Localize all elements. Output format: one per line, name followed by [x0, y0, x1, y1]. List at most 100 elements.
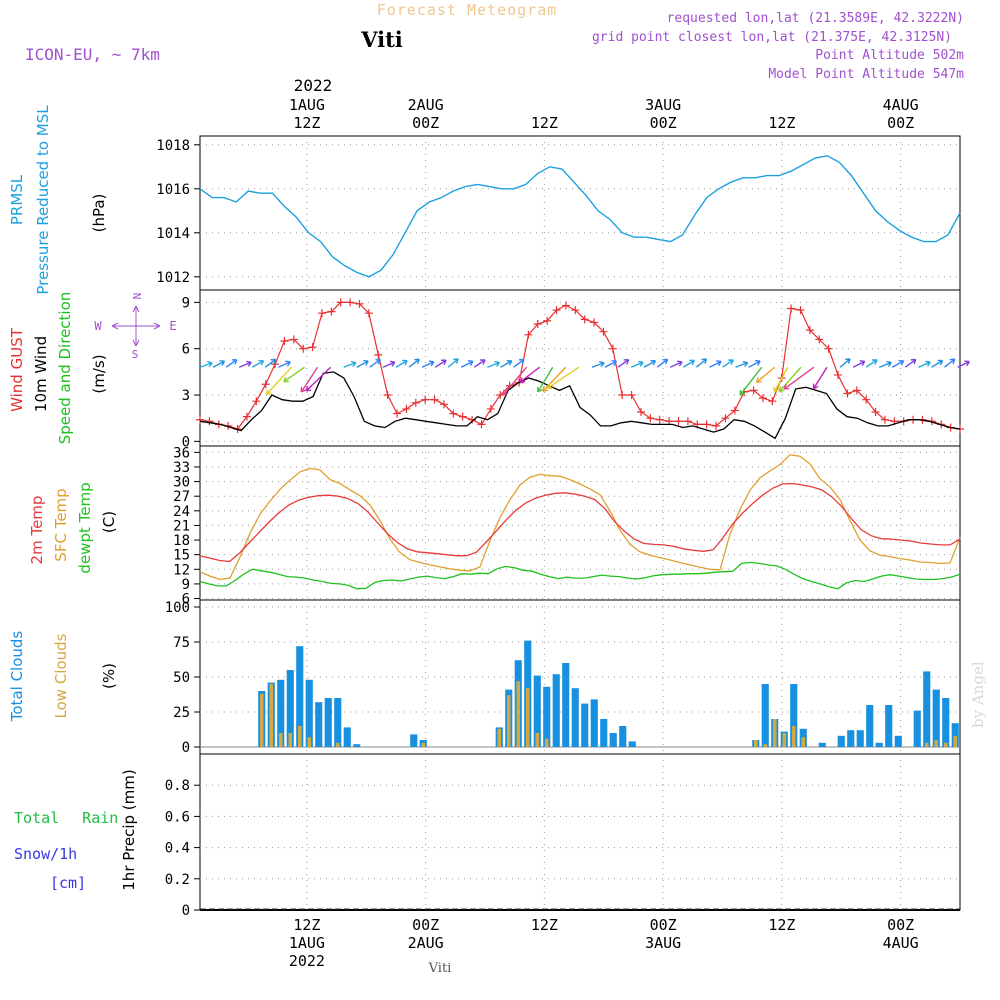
gust-marker: [364, 309, 373, 318]
y-tick-label-temperature-8: 30: [173, 475, 190, 491]
plot-layer: [196, 155, 970, 747]
gust-marker: [242, 412, 251, 421]
wind-speed-line: [199, 371, 961, 440]
dewpoint-line: [199, 561, 961, 590]
gust-marker: [421, 395, 430, 404]
y-tick-label-precip-3: 0.6: [165, 809, 190, 825]
gust-marker: [721, 414, 730, 423]
pressure-label-2: Pressure Reduced to MSL: [34, 105, 52, 295]
gust-marker: [712, 421, 721, 430]
wind-direction-arrow-30: [591, 361, 605, 368]
temp-2m-label: 2m Temp: [28, 496, 46, 565]
wind-direction-arrow-38: [695, 358, 708, 368]
wind-direction-arrow-54: [904, 358, 917, 368]
wind-direction-arrow-55: [918, 360, 931, 368]
total-cloud-bar: [305, 679, 313, 747]
y-tick-label-temperature-2: 12: [173, 562, 190, 578]
gust-marker: [796, 306, 805, 315]
wind-direction-arrow-22: [487, 360, 501, 368]
top-date-label-3: 3AUG: [645, 96, 681, 114]
y-tick-label-clouds-2: 50: [173, 670, 190, 686]
y-tick-label-precip-2: 0.4: [165, 841, 190, 857]
model-altitude: Model Point Altitude 547m: [768, 67, 964, 82]
gust-marker: [486, 404, 495, 413]
y-tick-label-precip-0: 0: [182, 903, 190, 919]
low-cloud-bar: [943, 742, 948, 747]
top-title: Forecast Meteogram: [377, 1, 558, 19]
y-tick-label-precip-1: 0.2: [165, 872, 190, 888]
panel-frame-precip: [199, 753, 961, 911]
total-cloud-bar: [951, 723, 959, 747]
y-tick-label-pressure-1: 1014: [156, 226, 190, 242]
gust-marker: [336, 298, 345, 307]
wind-direction-arrow-21: [473, 359, 486, 368]
wind-direction-arrow-14: [382, 360, 396, 368]
pressure-label-1: PRMSL: [8, 174, 26, 225]
label-layer: 1012101410161018036969121518212427303336…: [8, 96, 919, 970]
y-tick-label-temperature-4: 18: [173, 533, 190, 549]
gust-marker: [852, 386, 861, 395]
total-cloud-bar: [866, 705, 874, 747]
gust-marker: [439, 400, 448, 409]
gust-marker: [561, 301, 570, 310]
top-hour-label-1: 00Z: [412, 114, 439, 132]
gust-marker: [280, 336, 289, 345]
total-cloud-bar: [353, 744, 361, 747]
gust-marker: [327, 307, 336, 316]
total-cloud-bar: [581, 703, 589, 747]
total-cloud-bar: [600, 719, 608, 747]
total-cloud-bar: [343, 727, 351, 747]
top-hour-label-3: 00Z: [650, 114, 677, 132]
low-cloud-bar: [753, 740, 758, 747]
low-cloud-bar: [516, 681, 521, 747]
wind-direction-arrow-32: [617, 359, 630, 368]
gust-marker: [824, 344, 833, 353]
gust-marker: [383, 391, 392, 400]
low-cloud-bar: [269, 684, 274, 747]
gust-marker: [355, 299, 364, 308]
gust-marker: [468, 415, 477, 424]
bottom-hour-label-2: 12Z: [531, 916, 558, 934]
total-cloud-bar: [856, 730, 864, 747]
total-cloud-bar: [894, 735, 902, 747]
wind-direction-arrow-45: [773, 366, 789, 393]
low-cloud-bar: [497, 728, 502, 747]
wind-direction-arrow-11: [343, 360, 357, 368]
gust-marker: [805, 326, 814, 335]
wind-direction-arrow-19: [447, 358, 459, 368]
wind-direction-arrow-2: [225, 359, 238, 368]
wind-direction-arrow-15: [395, 359, 408, 368]
wind-direction-arrow-12: [356, 360, 369, 368]
wind-direction-arrow-7: [265, 366, 292, 396]
wind-direction-arrow-53: [891, 359, 905, 368]
gust-marker: [646, 414, 655, 423]
low-cloud-bar: [772, 719, 777, 747]
wind-direction-arrow-51: [865, 359, 878, 368]
wind-direction-arrow-31: [604, 360, 618, 368]
total-cloud-bar: [590, 699, 598, 747]
panel-frame-pressure: [199, 135, 961, 291]
credit-watermark: by Angel: [969, 661, 987, 728]
total-cloud-bar: [315, 702, 323, 747]
requested-coords: requested lon,lat (21.3589E, 42.3222N): [667, 11, 964, 26]
gust-marker: [402, 404, 411, 413]
pressure-unit: (hPa): [90, 194, 108, 233]
low-cloud-label: Low Clouds: [52, 633, 70, 718]
low-cloud-bar: [297, 726, 302, 747]
rain-label: Total Rain: [14, 809, 118, 827]
total-cloud-bar: [277, 679, 285, 747]
low-cloud-bar: [544, 738, 549, 747]
gust-marker: [196, 415, 204, 424]
gust-marker: [505, 381, 514, 390]
top-date-label-1: 2AUG: [408, 96, 444, 114]
top-year-label: 2022: [294, 76, 333, 95]
wind-direction-arrow-10: [305, 366, 332, 392]
bottom-hour-label-1: 00Z: [412, 916, 439, 934]
wind-direction-arrow-37: [682, 359, 695, 368]
compass-south: S: [132, 348, 139, 361]
wind-direction-arrow-4: [251, 359, 265, 368]
gust-marker: [843, 389, 852, 398]
low-cloud-bar: [278, 733, 283, 747]
cloud-unit: (%): [100, 663, 118, 689]
